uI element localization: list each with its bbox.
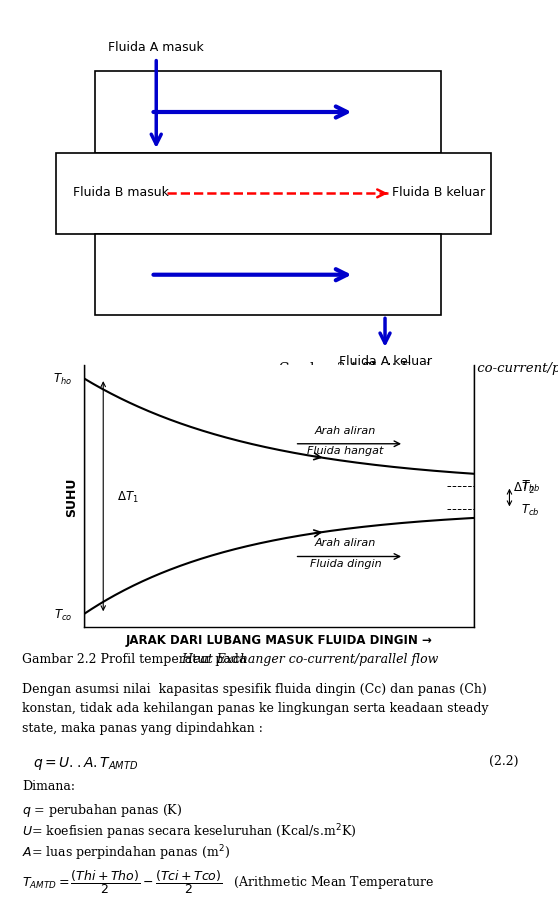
Text: $q = U..A.T_{AMTD}$: $q = U..A.T_{AMTD}$ xyxy=(33,754,139,771)
Text: $U$= koefisien panas secara keseluruhan (Kcal/s.m$^2$K): $U$= koefisien panas secara keseluruhan … xyxy=(22,822,357,842)
Text: $T_{hb}$: $T_{hb}$ xyxy=(521,479,540,494)
Text: $T_{co}$: $T_{co}$ xyxy=(54,607,72,622)
Text: Fluida B masuk: Fluida B masuk xyxy=(73,186,169,199)
Text: Arah aliran: Arah aliran xyxy=(315,537,376,548)
Text: Dimana:: Dimana: xyxy=(22,779,75,792)
Text: $A$= luas perpindahan panas (m$^2$): $A$= luas perpindahan panas (m$^2$) xyxy=(22,842,230,862)
Text: Heat Exchanger co-current/parallel flow: Heat Exchanger co-current/parallel flow xyxy=(279,361,558,374)
X-axis label: JARAK DARI LUBANG MASUK FLUIDA DINGIN →: JARAK DARI LUBANG MASUK FLUIDA DINGIN → xyxy=(126,633,432,647)
Text: $q$ = perubahan panas (K): $q$ = perubahan panas (K) xyxy=(22,801,182,818)
Text: Heat Exchanger co-current/parallel flow: Heat Exchanger co-current/parallel flow xyxy=(22,652,439,665)
Text: $\Delta T_2$: $\Delta T_2$ xyxy=(513,479,535,495)
Text: Fluida hangat: Fluida hangat xyxy=(307,445,383,456)
Y-axis label: SUHU: SUHU xyxy=(65,477,78,517)
FancyBboxPatch shape xyxy=(95,72,441,154)
Text: (2.2): (2.2) xyxy=(489,754,519,767)
Text: Fluida A keluar: Fluida A keluar xyxy=(339,355,431,368)
Text: $T_{cb}$: $T_{cb}$ xyxy=(521,502,540,517)
Text: Fluida dingin: Fluida dingin xyxy=(310,558,381,568)
Text: $T_{AMTD} = \dfrac{(Thi+Tho)}{2} - \dfrac{(Tci+Tco)}{2}$   (Arithmetic Mean Temp: $T_{AMTD} = \dfrac{(Thi+Tho)}{2} - \dfra… xyxy=(22,867,434,895)
Text: Fluida A masuk: Fluida A masuk xyxy=(108,42,204,54)
Text: Dengan asumsi nilai  kapasitas spesifik fluida dingin (Cc) dan panas (Ch)
konsta: Dengan asumsi nilai kapasitas spesifik f… xyxy=(22,682,489,734)
FancyBboxPatch shape xyxy=(56,154,491,235)
Text: Fluida B keluar: Fluida B keluar xyxy=(392,186,485,199)
Text: $\Delta T_1$: $\Delta T_1$ xyxy=(117,489,138,504)
Text: $T_{ho}$: $T_{ho}$ xyxy=(53,371,72,386)
Text: Gambar 2.2 Profil temperatur pada: Gambar 2.2 Profil temperatur pada xyxy=(22,652,251,665)
Text: Arah aliran: Arah aliran xyxy=(315,425,376,435)
FancyBboxPatch shape xyxy=(95,235,441,316)
Text: Gambar 2.1 Sketsa: Gambar 2.1 Sketsa xyxy=(279,361,412,374)
